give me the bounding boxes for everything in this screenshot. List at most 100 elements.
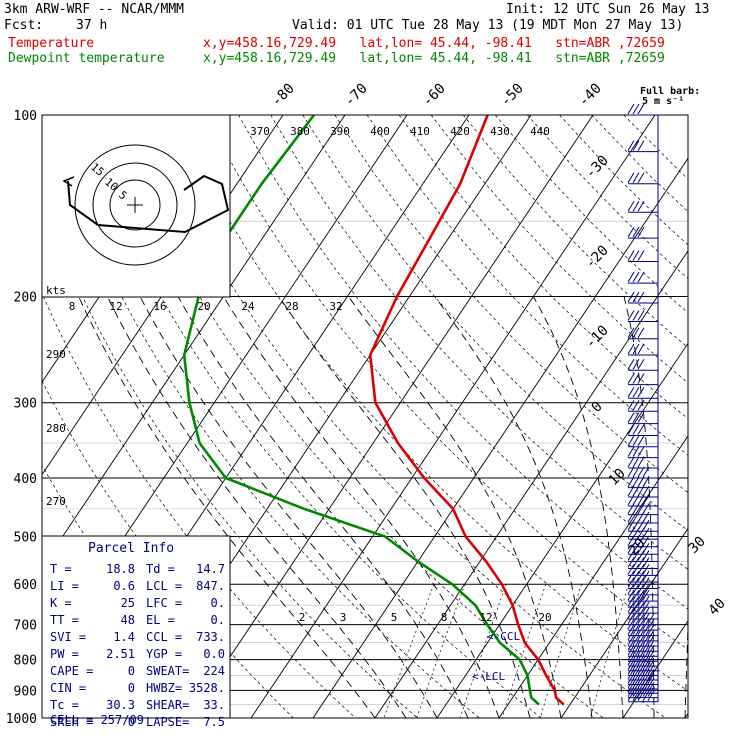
wind-barb [627, 466, 635, 478]
theta-label: 430 [490, 125, 510, 138]
theta-label: 370 [250, 125, 270, 138]
parcel-row-value: 0 [128, 664, 135, 678]
temperature-station-info: x,y=458.16,729.49 lat,lon= 45.44, -98.41… [203, 36, 665, 51]
wind-barb [632, 172, 640, 183]
wind-barb [632, 291, 640, 303]
dry-adiabat [238, 115, 688, 610]
wind-barb [637, 291, 645, 303]
wind-barb [632, 564, 640, 575]
parcel-row-label: EL = [146, 613, 175, 627]
wind-barb [637, 446, 645, 457]
wind-barb [642, 677, 650, 689]
lcl-annotation: <-LCL [472, 670, 505, 683]
parcel-info-panel [41, 535, 231, 719]
wind-barb [632, 542, 640, 554]
wind-barb [632, 682, 640, 693]
mixing-ratio-lower-label: 20 [538, 611, 551, 624]
isotherm-line [188, 115, 594, 718]
wind-barb [627, 327, 635, 339]
wind-barb [627, 485, 635, 497]
mixing-ratio-line [539, 584, 582, 718]
wind-barb [627, 682, 635, 693]
isotherm-line [250, 115, 656, 718]
mixing-ratio-lower-label: 2 [299, 611, 306, 624]
parcel-row-label: YGP = [146, 647, 182, 661]
wind-barb [637, 634, 645, 646]
isotherm-label: 0 [589, 399, 606, 416]
wind-barb [627, 271, 635, 283]
wind-barb [627, 400, 635, 411]
wind-barb [627, 424, 635, 435]
wind-barb [632, 250, 640, 261]
wind-barb [637, 677, 645, 689]
mixing-ratio-label: 12 [109, 300, 122, 313]
wind-barb [627, 659, 635, 671]
wind-barb [632, 659, 640, 671]
hodograph-arrow [62, 176, 75, 187]
wind-barb [642, 654, 650, 666]
parcel-row-label: PW = [50, 647, 79, 661]
wind-barb [632, 649, 640, 661]
moist-adiabat [139, 296, 438, 718]
isobar-label: 700 [14, 619, 37, 634]
wind-barb [632, 570, 640, 582]
wind-barb [627, 387, 635, 398]
parcel-row-label: LFC = [146, 596, 182, 610]
isotherm-label: -70 [342, 81, 371, 110]
wind-barb [647, 613, 655, 624]
wind-barb [632, 624, 640, 635]
parcel-row-label: SREH = [50, 715, 93, 729]
wind-barb [627, 589, 635, 601]
wind-barb [637, 476, 645, 487]
wind-barb [642, 595, 650, 607]
theta-label: 400 [370, 125, 390, 138]
wind-barb [632, 668, 640, 680]
forecast-label: Fcst: [4, 18, 44, 33]
wind-barb [637, 618, 645, 630]
mixing-ratio-label: 24 [241, 300, 255, 313]
wind-barb [632, 686, 640, 697]
theta-label: 440 [530, 125, 550, 138]
wind-barb [637, 466, 645, 478]
isotherm-label: -50 [498, 81, 527, 110]
parcel-row-label: CIN = [50, 681, 86, 695]
temperature-legend: Temperature [8, 36, 95, 51]
mixing-ratio-lower-label: 5 [391, 611, 398, 624]
parcel-row-value: 0.0 [203, 647, 225, 661]
isobar-label: 300 [14, 397, 37, 412]
wind-barb [647, 629, 655, 641]
wind-barb [642, 668, 650, 680]
wind-barb [642, 583, 650, 595]
wind-barb [642, 589, 650, 601]
wind-barb [632, 677, 640, 689]
moist-adiabat [78, 296, 376, 718]
isotherm-label: -60 [420, 81, 449, 110]
wind-barb [632, 466, 640, 478]
parcel-row-value: 0.6 [113, 579, 135, 593]
wind-barb [637, 668, 645, 680]
isotherm-line [684, 712, 688, 718]
hodograph-ring [109, 179, 161, 231]
isobar-label: 500 [14, 530, 37, 545]
parcel-row-value: 18.8 [106, 562, 135, 576]
moist-adiabat [434, 296, 593, 718]
wind-barb [627, 618, 635, 630]
mixing-ratio-line [501, 584, 547, 718]
wind-barb [637, 686, 645, 697]
wind-barb [627, 668, 635, 680]
wind-barb [647, 645, 655, 656]
parcel-row-value: 0 [128, 681, 135, 695]
wind-barb [637, 659, 645, 671]
moist-adiabat [623, 296, 655, 718]
wind-barb [627, 639, 635, 651]
wind-barb [632, 503, 640, 514]
parcel-row-value: 25 [121, 596, 135, 610]
isotherm-label: -80 [269, 81, 298, 110]
wind-barb [632, 595, 640, 607]
dewpoint-legend: Dewpoint temperature [8, 51, 165, 66]
wind-barb [637, 664, 645, 675]
wind-barb [637, 629, 645, 641]
parcel-row-label: SHEAR= [146, 698, 189, 712]
parcel-row-label: LI = [50, 579, 79, 593]
wind-barb [632, 583, 640, 595]
